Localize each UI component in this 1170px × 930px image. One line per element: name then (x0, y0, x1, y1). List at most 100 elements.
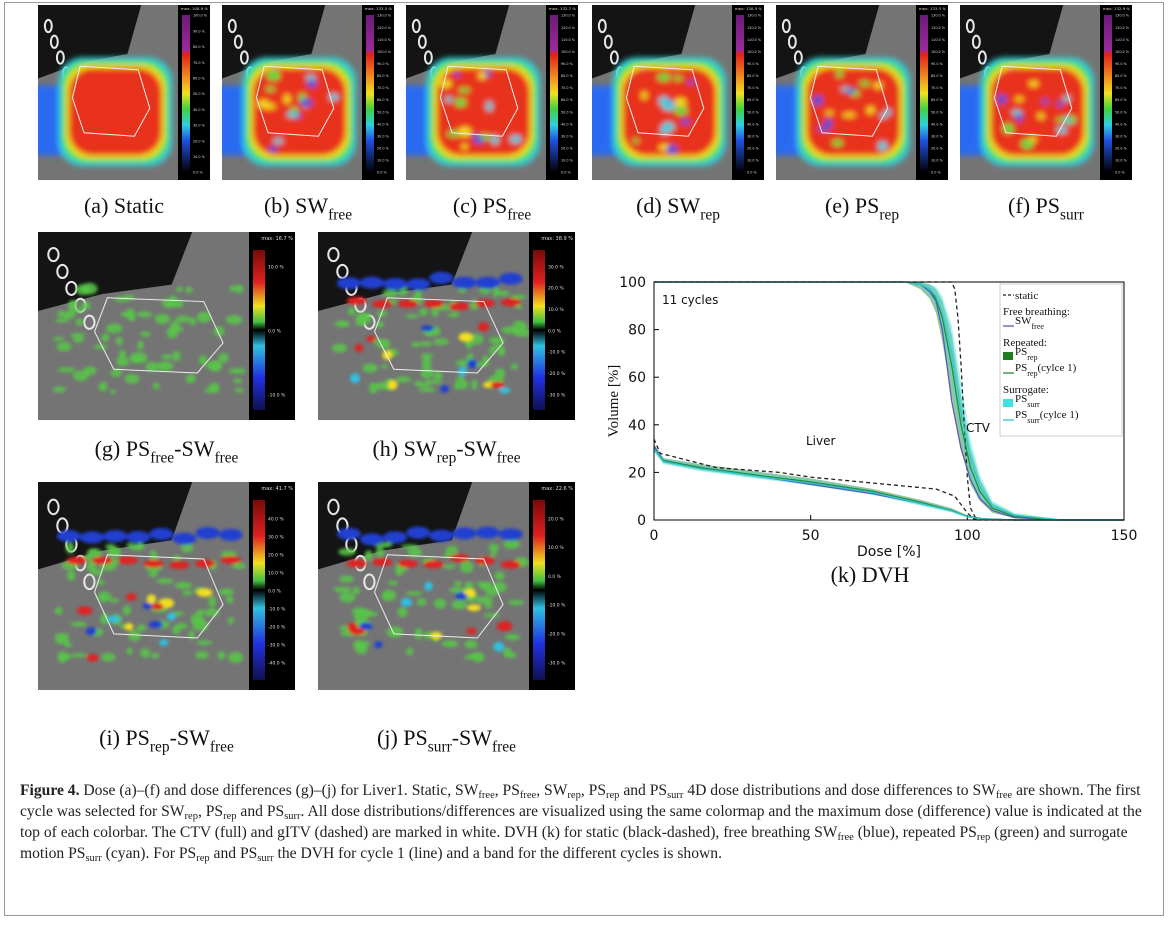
diff-speckle (205, 361, 221, 371)
colorbar-tick-label: 100.0 % (931, 50, 946, 54)
rib (83, 573, 96, 591)
diff-spot (146, 594, 157, 604)
rib (47, 498, 60, 516)
legend-name-sub: surr (1027, 400, 1040, 409)
diff-positive (500, 298, 521, 307)
diff-speckle (236, 284, 244, 294)
colorbar-tick-label: 40.0 % (1115, 122, 1128, 126)
colorbar-tick-label: 30.0 % (548, 264, 564, 270)
diff-speckle (445, 545, 458, 555)
diff-speckle (130, 358, 146, 364)
diff-speckle (443, 564, 456, 569)
diff-spot (142, 602, 154, 610)
panel-caption: (e) PSrep (825, 193, 899, 224)
colorbar-tick-label: 120.0 % (747, 26, 762, 30)
dose-speckle (657, 73, 671, 82)
diff-speckle (137, 340, 144, 351)
colorbar-tick-label: 30.0 % (931, 134, 944, 138)
diff-speckle (70, 653, 87, 658)
diff-spot (496, 621, 513, 632)
diff-speckle (492, 285, 499, 298)
diff-spot (478, 322, 490, 332)
colorbar-tick-label: 20.0 % (548, 286, 564, 292)
legend-name: PS (1015, 393, 1027, 405)
panel-caption: (d) SWrep (636, 193, 720, 224)
diff-speckle (441, 640, 459, 648)
legend-name: PS (1015, 362, 1027, 374)
colorbar-tick-label: 110.0 % (1115, 38, 1130, 42)
diff-negative (195, 527, 220, 540)
diff-positive (449, 302, 470, 311)
diff-spot (354, 343, 363, 353)
colorbar (182, 15, 190, 172)
diff-negative (336, 277, 361, 290)
text-segment: -SW (170, 725, 211, 750)
diff-speckle (67, 570, 76, 581)
rib (227, 18, 237, 34)
diff-speckle (185, 373, 196, 384)
diff-positive (372, 558, 393, 567)
diff-speckle (471, 379, 478, 391)
legend-label: static (1015, 290, 1038, 302)
caption-text: , PS (494, 782, 520, 799)
colorbar-tick-label: 130.0 % (931, 14, 946, 18)
dose-speckle (491, 135, 499, 145)
colorbar-tick-label: 120.0 % (1115, 26, 1130, 30)
text-segment: (b) SW (264, 193, 328, 218)
diff-spot (166, 612, 176, 621)
colorbar-tick-label: 10.0 % (747, 159, 760, 163)
diff-negative (429, 529, 454, 542)
dose-speckle (439, 79, 452, 88)
diff-speckle (405, 591, 423, 596)
diff-speckle (226, 595, 234, 604)
dose-image: max: 100.9 % 100.0 % 90.0 % 80.0 % 70.0 % 60.… (38, 5, 210, 180)
colorbar-tick-label: 130.0 % (1115, 14, 1130, 18)
dose-image: max: 38.9 % 30.0 % 20.0 % 10.0 % 0.0 % -10.0 … (318, 232, 575, 420)
caption-subscript: rep (606, 790, 620, 801)
x-tick-label: 50 (802, 528, 820, 544)
caption-subscript: rep (567, 790, 581, 801)
dose-speckle (257, 100, 270, 108)
dose-speckle (832, 139, 843, 147)
diff-speckle (502, 647, 512, 658)
annotation: Liver (806, 434, 836, 448)
diff-speckle (52, 386, 66, 393)
colorbar-tick-label: 10.0 % (268, 264, 284, 270)
colorbar-tick-label: 90.0 % (1115, 62, 1128, 66)
diff-speckle (419, 308, 428, 316)
diff-spot (458, 332, 474, 342)
dose-speckle (300, 99, 313, 108)
rib (327, 498, 340, 516)
diff-speckle (479, 287, 491, 295)
diff-speckle (190, 613, 204, 625)
diff-negative (452, 527, 477, 540)
diff-negative (406, 526, 431, 539)
diff-negative (172, 532, 197, 545)
diff-speckle (448, 312, 460, 318)
colorbar-tick-label: 0.0 % (931, 171, 941, 175)
diff-speckle (395, 376, 411, 383)
dose-speckle (1055, 117, 1067, 123)
diff-speckle (386, 626, 404, 638)
caption-subscript: rep (976, 832, 991, 843)
diff-negative (218, 528, 243, 541)
diff-speckle (333, 586, 352, 593)
colorbar-tick-label: -30.0 % (548, 392, 566, 398)
colorbar-tick-label: 100.0 % (747, 50, 762, 54)
colorbar-max: max: 22.6 % (541, 486, 573, 492)
diff-speckle (91, 569, 103, 576)
diff-speckle (136, 624, 147, 632)
colorbar-tick-label: 0.0 % (561, 171, 571, 175)
diff-spot (498, 387, 511, 394)
diff-speckle (464, 640, 478, 649)
x-tick-label: 0 (650, 528, 659, 544)
diff-positive (169, 561, 190, 570)
diff-speckle (420, 367, 434, 379)
caption-text: the DVH for cycle 1 (line) and a band fo… (273, 845, 722, 862)
colorbar-tick-label: 70.0 % (931, 86, 944, 90)
colorbar-tick-label: 130.0 % (747, 14, 762, 18)
colorbar-tick-label: 110.0 % (561, 38, 576, 42)
colorbar (533, 250, 545, 410)
colorbar-tick-label: 40.0 % (268, 516, 284, 522)
colorbar-tick-label: -10.0 % (548, 350, 566, 356)
